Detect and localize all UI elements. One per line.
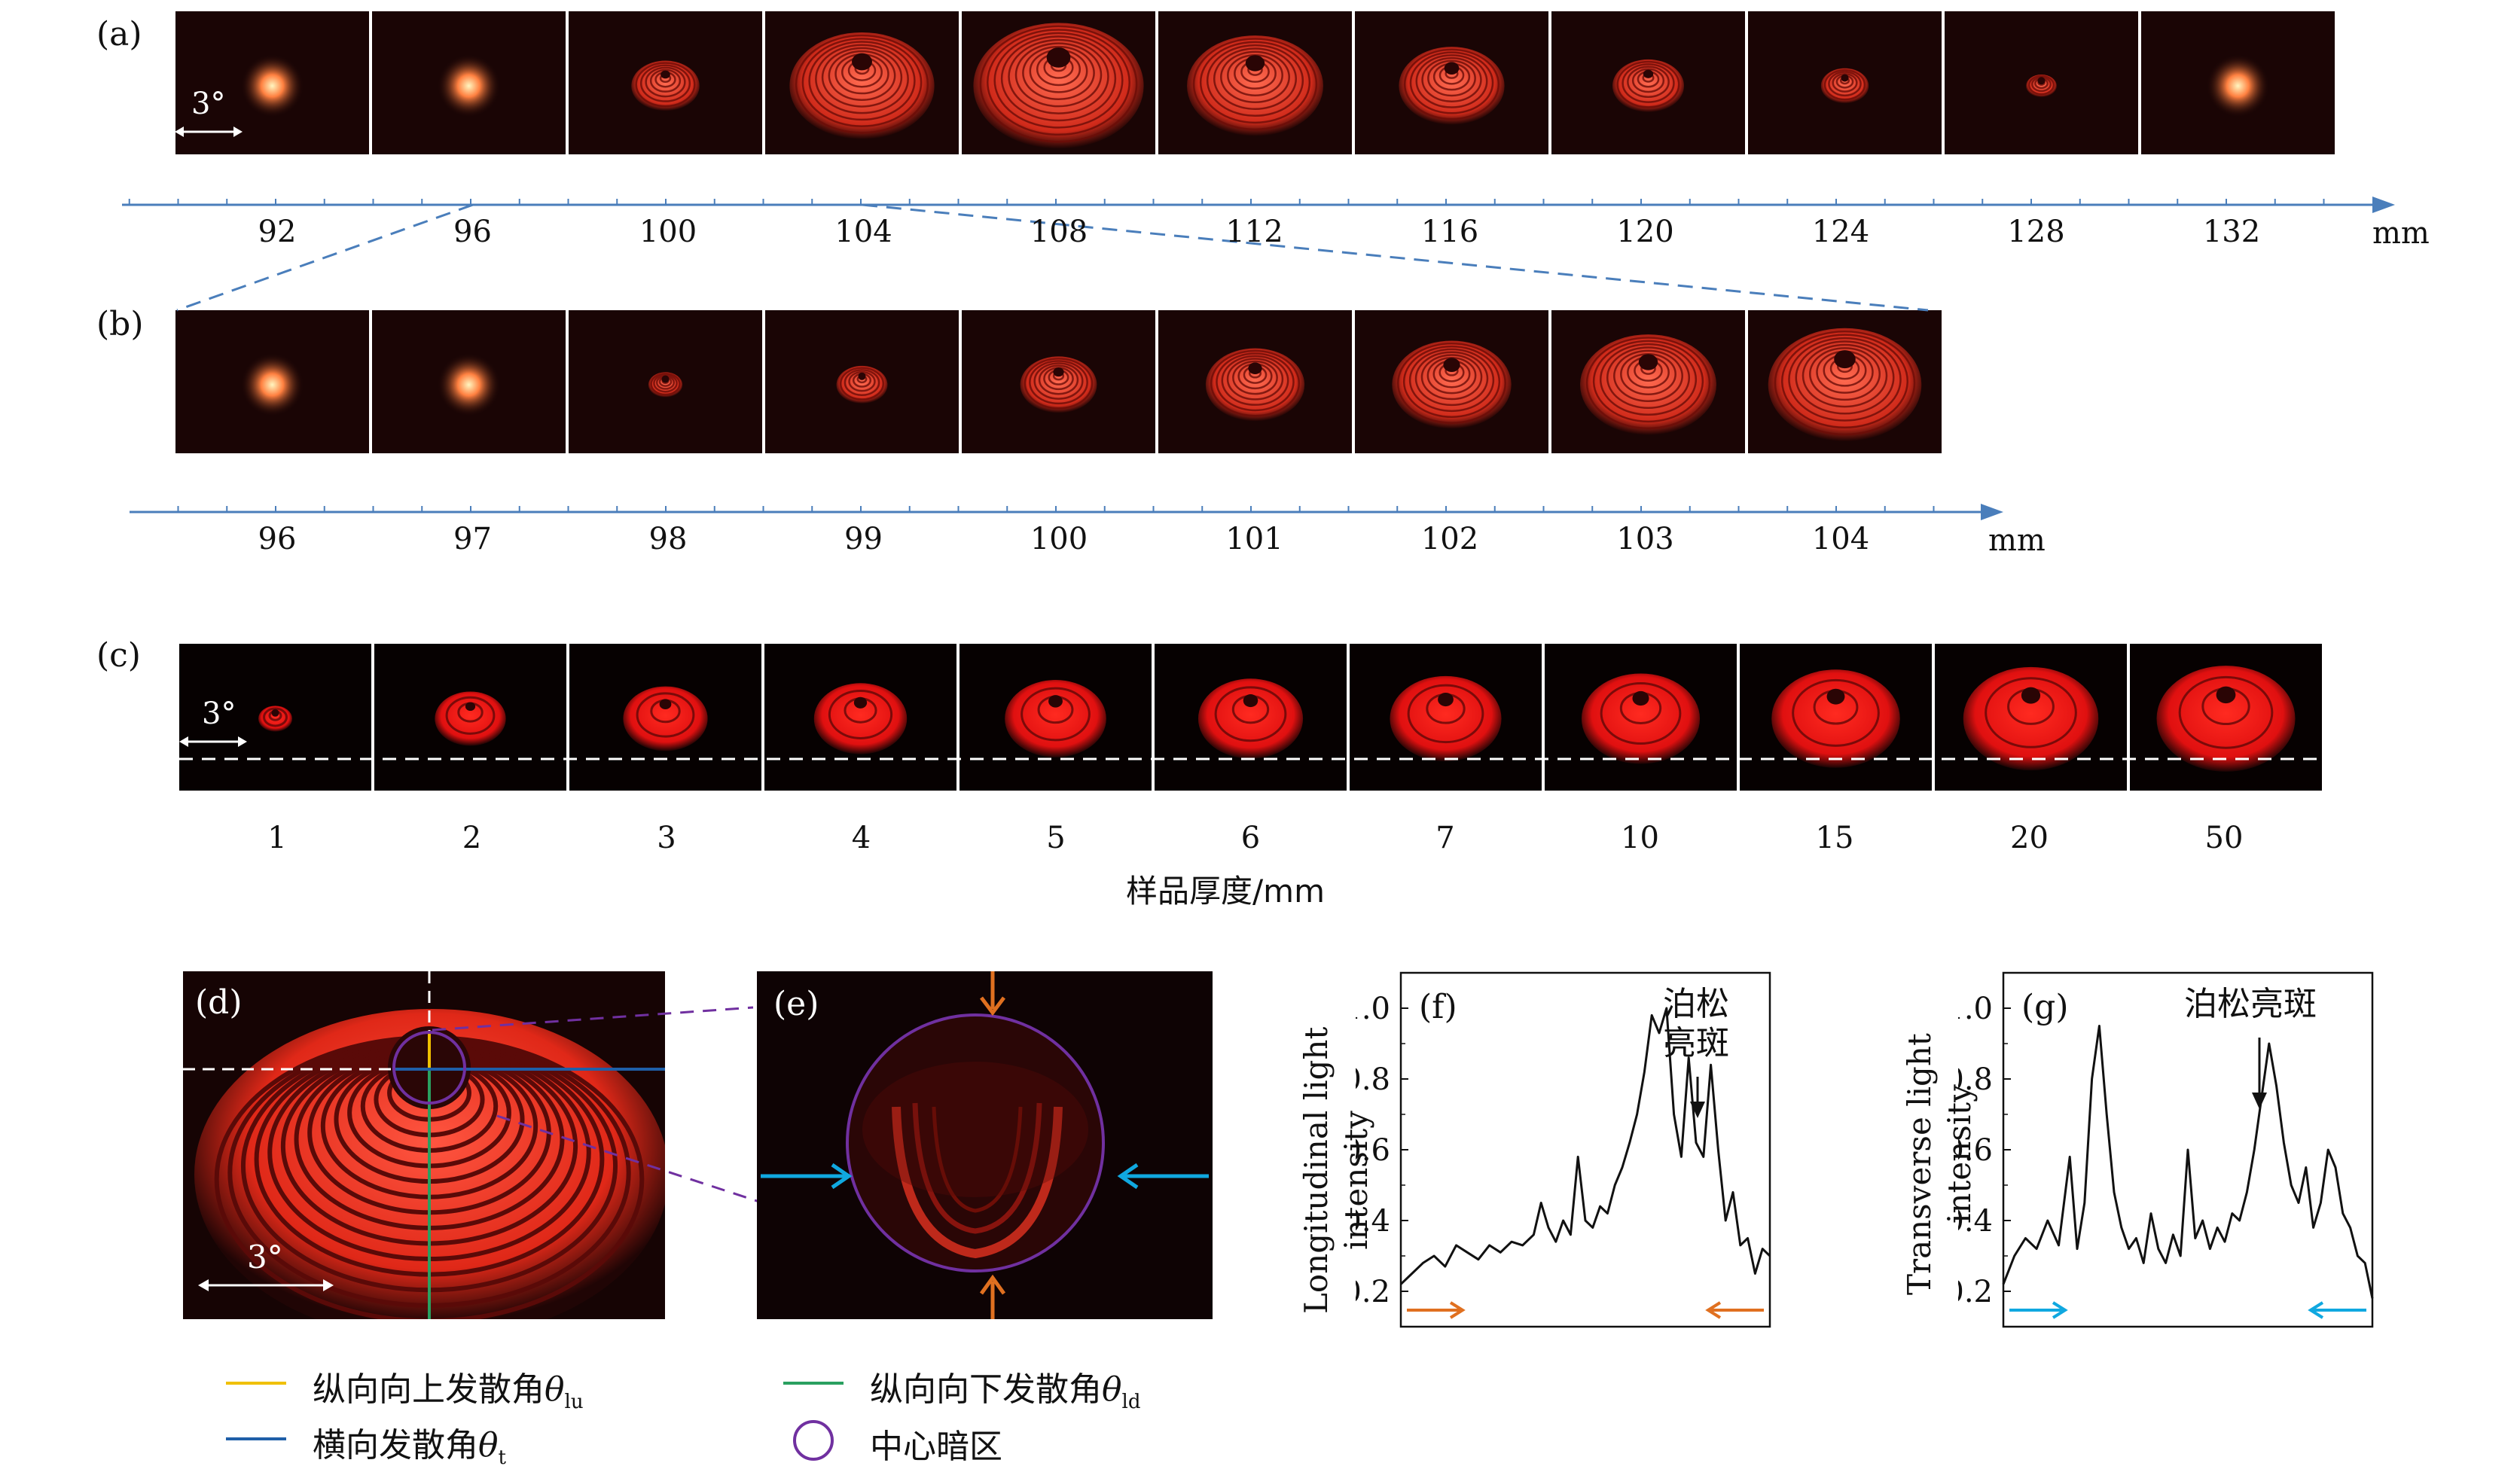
chart-g-ylabel-line1: Transverse light	[1900, 1033, 1940, 1295]
axis-a-tick-132: 132	[2203, 215, 2260, 249]
chart-g-series-line	[2003, 1026, 2372, 1299]
axis-b-unit: mm	[1988, 523, 2046, 558]
axis-a-tick-92: 92	[258, 215, 297, 249]
legend-lu-symbol: θ	[545, 1370, 565, 1409]
legend-ld-symbol: θ	[1102, 1370, 1122, 1409]
chart-g-panel-label: (g)	[2021, 988, 2069, 1026]
row-c-image-9	[1740, 644, 1932, 791]
row-axes	[0, 0, 2520, 572]
legend-lu-sub: lu	[565, 1391, 584, 1413]
row-c-image-3	[569, 644, 761, 791]
axis-c-label: 样品厚度/mm	[1126, 866, 1325, 912]
double-arrow-icon	[179, 734, 247, 749]
axis-c-tick-2: 2	[462, 821, 481, 855]
axis-c-tick-4: 4	[852, 821, 871, 855]
axis-c-tick-20: 20	[2010, 821, 2049, 855]
chart-f-ytick-0.2: 0.2	[1356, 1275, 1390, 1309]
legend: 纵向向上发散角θlu 横向发散角θt 纵向向下发散角θld 中心暗区	[226, 1367, 1243, 1457]
legend-t: 横向发散角θt	[313, 1418, 506, 1469]
row-c-image-5	[959, 644, 1152, 791]
axis-a-tick-104: 104	[834, 215, 892, 249]
legend-t-symbol: θ	[478, 1426, 499, 1464]
axis-b-tick-101: 101	[1225, 522, 1283, 556]
axis-c-tick-6: 6	[1241, 821, 1260, 855]
chart-f-ytick-0.4: 0.4	[1356, 1204, 1390, 1239]
legend-ld-sub: ld	[1122, 1391, 1141, 1413]
chart-f-panel-label: (f)	[1419, 988, 1457, 1026]
axis-c-tick-7: 7	[1435, 821, 1454, 855]
legend-t-text: 横向发散角	[313, 1426, 478, 1464]
axis-b-tick-98: 98	[649, 522, 688, 556]
axis-b-tick-104: 104	[1812, 522, 1869, 556]
axis-a-unit: mm	[2372, 216, 2430, 251]
axis-b-tick-99: 99	[844, 522, 883, 556]
scale-bar-c: 3°	[179, 696, 300, 753]
row-c-image-2	[374, 644, 566, 791]
chart-g-ytick-0.4: 0.4	[1958, 1204, 1993, 1239]
row-c-image-7	[1350, 644, 1542, 791]
row-c-image-8	[1545, 644, 1737, 791]
axis-b-tick-96: 96	[258, 522, 297, 556]
axis-c-tick-1: 1	[267, 821, 286, 855]
axis-c-tick-10: 10	[1621, 821, 1659, 855]
chart-g-annotation-0: 泊松亮斑	[2184, 985, 2317, 1023]
panel-e-image: (e)	[757, 971, 1213, 1319]
axis-b-tick-102: 102	[1421, 522, 1478, 556]
legend-ld: 纵向向下发散角θld	[870, 1362, 1140, 1413]
chart-g-ytick-1.0: 1.0	[1958, 992, 1993, 1026]
chart-g-ytick-0.2: 0.2	[1958, 1275, 1993, 1309]
chart-f-annotation-0: 泊松	[1663, 985, 1729, 1023]
legend-ld-text: 纵向向下发散角	[870, 1370, 1102, 1409]
axis-c-tick-50: 50	[2205, 821, 2244, 855]
chart-f-annotation-1: 亮斑	[1663, 1024, 1729, 1062]
chart-f-ytick-0.6: 0.6	[1356, 1133, 1390, 1168]
axis-b-tick-100: 100	[1030, 522, 1088, 556]
axis-c-tick-5: 5	[1046, 821, 1065, 855]
axis-a-tick-116: 116	[1421, 215, 1478, 249]
row-c-image-6	[1155, 644, 1347, 791]
legend-t-sub: t	[499, 1446, 506, 1469]
chart-f-ytick-1.0: 1.0	[1356, 992, 1390, 1026]
legend-dark-swatch	[792, 1419, 834, 1461]
axis-b-tick-97: 97	[453, 522, 492, 556]
row-c-image-4	[764, 644, 956, 791]
axis-c-tick-15: 15	[1816, 821, 1854, 855]
axis-a-tick-120: 120	[1616, 215, 1673, 249]
axis-b-tick-103: 103	[1616, 522, 1673, 556]
axis-a-tick-96: 96	[453, 215, 492, 249]
axis-c-tick-3: 3	[657, 821, 676, 855]
legend-lu-text: 纵向向上发散角	[313, 1370, 545, 1409]
axis-a-tick-128: 128	[2007, 215, 2064, 249]
axis-a-tick-100: 100	[639, 215, 697, 249]
chart-f-ylabel-line1: Longitudinal light	[1297, 1027, 1337, 1314]
axis-a-tick-124: 124	[1812, 215, 1869, 249]
chart-f: 0.2 0.4 0.6 0.8 1.0 (f) 泊松亮斑	[1356, 964, 1853, 1340]
chart-g-ytick-0.8: 0.8	[1958, 1062, 1993, 1097]
axis-a-tick-108: 108	[1030, 215, 1088, 249]
axis-a-tick-112: 112	[1225, 215, 1283, 249]
panel-e-arrows	[757, 971, 1213, 1319]
legend-ld-swatch	[783, 1380, 844, 1386]
dashed-baseline	[179, 757, 2326, 761]
chart-g-ytick-0.6: 0.6	[1958, 1133, 1993, 1168]
chart-f-ytick-0.8: 0.8	[1356, 1062, 1390, 1097]
scale-label-c: 3°	[202, 696, 236, 731]
legend-t-swatch	[226, 1436, 286, 1442]
row-c-image-10	[1935, 644, 2127, 791]
legend-dark-text: 中心暗区	[870, 1419, 1002, 1467]
panel-label-c: (c)	[96, 636, 141, 675]
row-c-image-11	[2130, 644, 2322, 791]
legend-lu-swatch	[226, 1380, 286, 1386]
chart-g: 0.2 0.4 0.6 0.8 1.0 (g) 泊松亮斑	[1958, 964, 2455, 1340]
legend-lu: 纵向向上发散角θlu	[313, 1362, 584, 1413]
